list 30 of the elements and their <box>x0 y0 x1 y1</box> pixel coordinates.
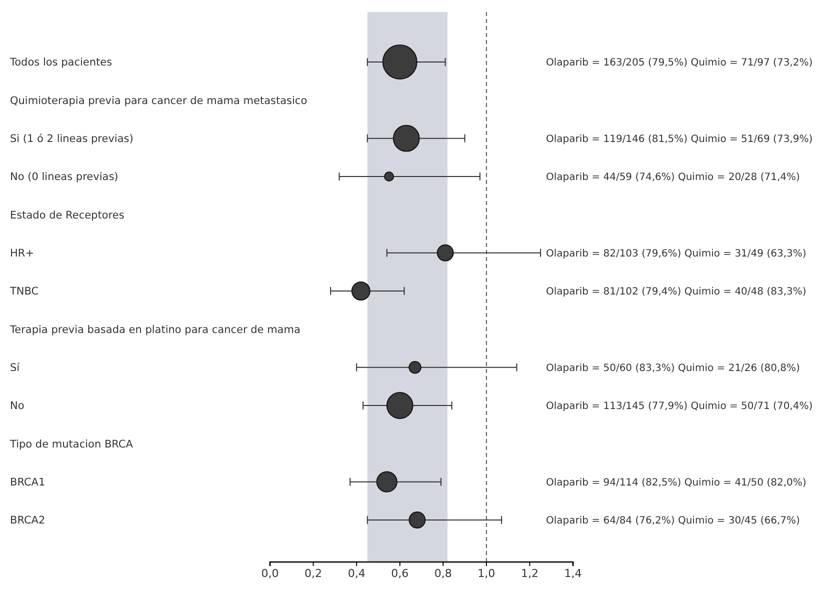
annotation: Olaparib = 163/205 (79,5%) Quimio = 71/97 (73,2%) <box>546 58 813 68</box>
y-tick-label: Sí <box>10 362 21 374</box>
x-tick-label: 0,2 <box>304 566 322 580</box>
annotation: Olaparib = 119/146 (81,5%) Quimio = 51/69 (73,9%) <box>546 134 813 145</box>
y-tick-label: Terapia previa basada en platino para cancer de mama <box>9 324 300 336</box>
annotation: Olaparib = 50/60 (83,3%) Quimio = 21/26 (80,8%) <box>546 362 800 374</box>
annotation: Olaparib = 64/84 (76,2%) Quimio = 30/45 (66,7%) <box>546 516 800 526</box>
annotation: Olaparib = 94/114 (82,5%) Quimio = 41/50 (82,0%) <box>546 477 806 488</box>
y-tick-label: No <box>10 400 24 412</box>
x-tick-label: 1,2 <box>520 566 538 580</box>
y-tick-label: Si (1 ó 2 lineas previas) <box>10 133 134 146</box>
x-tick-label: 0,8 <box>434 566 452 580</box>
annotation: Olaparib = 81/102 (79,4%) Quimio = 40/48 (83,3%) <box>546 286 806 298</box>
x-tick-label: 0,6 <box>391 566 409 580</box>
x-tick-label: 0,4 <box>348 566 366 580</box>
x-tick-label: 1,0 <box>478 566 496 580</box>
annotation: Olaparib = 82/103 (79,6%) Quimio = 31/49 (63,3%) <box>546 248 806 260</box>
y-tick-label: BRCA1 <box>10 476 46 489</box>
x-tick-label: 0,0 <box>261 566 279 580</box>
y-tick-label: Todos los pacientes <box>9 56 112 69</box>
y-tick-label: BRCA2 <box>10 514 46 527</box>
annotation: Olaparib = 44/59 (74,6%) Quimio = 20/28 (71,4%) <box>546 172 800 183</box>
annotation: Olaparib = 113/145 (77,9%) Quimio = 50/71 (70,4%) <box>546 401 813 412</box>
y-tick-label: Tipo de mutacion BRCA <box>9 438 134 450</box>
y-tick-label: Quimioterapia previa para cancer de mama metastasico <box>10 94 308 107</box>
x-tick-label: 1,4 <box>564 566 582 580</box>
y-tick-label: Estado de Receptores <box>10 209 124 222</box>
y-tick-label: TNBC <box>9 286 39 298</box>
y-tick-label: No (0 lineas previas) <box>10 171 118 184</box>
y-tick-label: HR+ <box>10 248 34 260</box>
